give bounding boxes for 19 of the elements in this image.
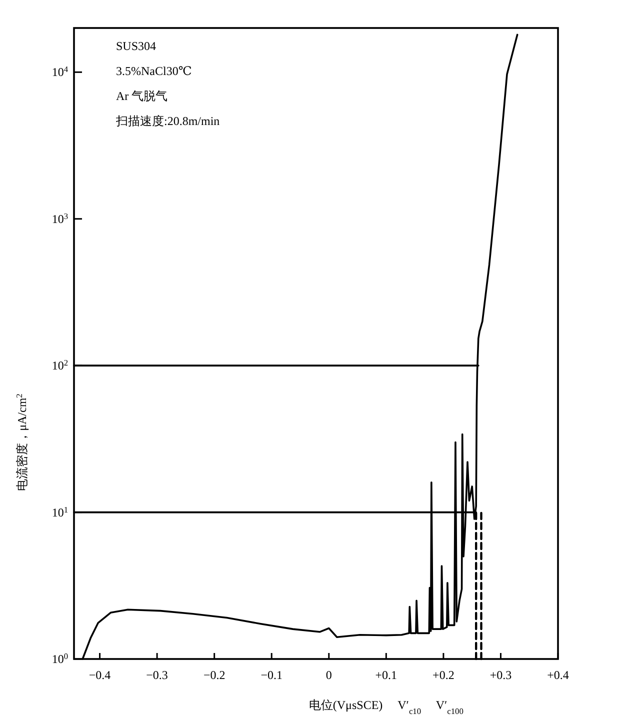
x-tick-label: −0.1 xyxy=(260,668,282,682)
y-tick-label: 10$^{0}$ xyxy=(52,652,68,666)
annotation: Ar 气脱气 xyxy=(116,89,168,103)
text: 电位(VμsSCE) V′$_{c10}$ V′$_{c100}$ xyxy=(308,698,464,716)
annotation: 3.5%NaCl30℃ xyxy=(116,64,192,78)
x-tick-label: +0.4 xyxy=(547,668,569,682)
x-tick-label: 0 xyxy=(326,668,332,682)
annotation: 扫描速度:20.8m/min xyxy=(115,114,220,128)
y-tick-label: 10$^{3}$ xyxy=(52,211,68,226)
y-tick-label: 10$^{2}$ xyxy=(52,358,68,373)
x-tick-label: −0.4 xyxy=(88,668,111,682)
y-tick-label: 10$^{1}$ xyxy=(52,504,68,520)
x-tick-label: +0.1 xyxy=(375,668,398,682)
annotation: SUS304 xyxy=(116,39,156,53)
x-tick-label: +0.2 xyxy=(432,668,454,682)
x-tick-label: −0.3 xyxy=(146,668,168,682)
x-tick-label: −0.2 xyxy=(203,668,226,682)
x-tick-label: +0.3 xyxy=(490,668,512,682)
y-tick-label: 10$^{4}$ xyxy=(52,64,69,80)
